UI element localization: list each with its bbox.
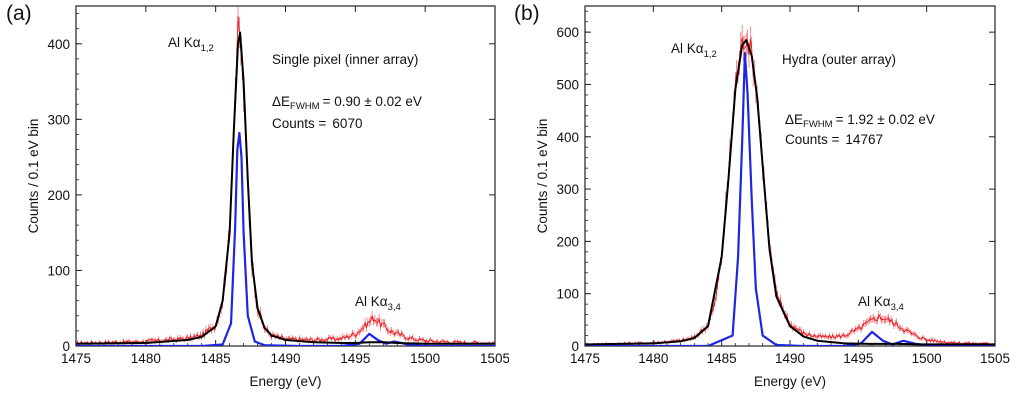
chart-a-y-tick-label: 400 [47, 37, 70, 52]
chart-b-y-tick-label: 400 [556, 130, 579, 145]
chart-a-x-tick-label: 1490 [270, 351, 300, 366]
chart-b-x-tick-label: 1500 [912, 351, 942, 366]
chart-b-y-tick-label: 300 [556, 182, 579, 197]
chart-a-y-tick-label: 100 [47, 263, 70, 278]
chart-b-total-fit-line [585, 40, 995, 344]
chart-b-x-axis-label: Energy (eV) [754, 374, 826, 389]
chart-a-peak-label-k-alpha-1-2: Al Kα1,2 [168, 35, 214, 54]
chart-b-svg: 1475 1480 1485 1490 1495 1500 1505010020030040… [509, 0, 1018, 398]
chart-a-y-tick-label: 300 [47, 112, 70, 127]
chart-a-y-tick-label: 0 [62, 339, 70, 354]
chart-a-component-fit-line [76, 133, 495, 346]
chart-b-y-tick-label: 200 [556, 234, 579, 249]
chart-b-data-errorbars [585, 25, 995, 346]
chart-a-y-tick-label: 200 [47, 188, 70, 203]
chart-a-counts-annotation: Counts = 6070 [272, 116, 362, 131]
chart-b-panel-title: Hydra (outer array) [782, 52, 896, 67]
panel-b: 1475 1480 1485 1490 1495 1500 1505 0 100 200 300 40… [509, 0, 1018, 398]
chart-b-y-tick-label: 0 [571, 339, 579, 354]
chart-a-peak-label-k-alpha-3-4: Al Kα3,4 [355, 294, 401, 313]
chart-a-x-tick-label: 1480 [131, 351, 161, 366]
chart-b-counts-annotation: Counts = 14767 [785, 132, 883, 147]
chart-b-measured-data-line [585, 37, 995, 345]
chart-a-y-axis-label: Counts / 0.1 eV bin [26, 119, 41, 234]
panel-label-b: (b) [514, 2, 540, 26]
chart-b-y-tick-label: 600 [556, 25, 579, 40]
chart-b-x-tick-label: 1480 [638, 351, 668, 366]
chart-a-x-tick-label: 1495 [340, 351, 370, 366]
chart-b-fwhm-annotation: ΔEFWHM = 1.92 ± 0.02 eV [785, 112, 935, 130]
chart-a-x-axis-label: Energy (eV) [249, 374, 321, 389]
chart-b-component-fit-line [585, 53, 995, 346]
chart-b-plot-area [585, 25, 995, 346]
chart-a-fwhm-annotation: ΔEFWHM = 0.90 ± 0.02 eV [272, 94, 422, 112]
chart-b-y-tick-label: 500 [556, 77, 579, 92]
chart-b-x-tick-label: 1490 [775, 351, 805, 366]
chart-a-panel-title: Single pixel (inner array) [272, 52, 418, 67]
chart-a-svg: 1475 1480 1485 1490 1495 1500 1505010020030040… [0, 0, 509, 398]
panel-label-a: (a) [6, 2, 32, 26]
chart-b-y-tick-label: 100 [556, 287, 579, 302]
chart-a-total-fit-line [76, 32, 495, 343]
chart-b-x-tick-label: 1485 [707, 351, 737, 366]
chart-a-x-tick-label: 1485 [201, 351, 231, 366]
chart-a-x-tick-label: 1500 [410, 351, 440, 366]
chart-b-peak-label-k-alpha-3-4: Al Kα3,4 [858, 294, 904, 313]
chart-b-x-tick-label: 1505 [980, 351, 1010, 366]
chart-b-y-axis-label: Counts / 0.1 eV bin [535, 119, 550, 234]
panel-a: 1475 1480 1485 1490 1495 1500 1505 0 100 200 300 40… [0, 0, 509, 398]
chart-b-peak-label-k-alpha-1-2: Al Kα1,2 [671, 41, 717, 60]
chart-a-x-tick-label: 1505 [480, 351, 509, 366]
chart-b-x-tick-label: 1495 [843, 351, 873, 366]
